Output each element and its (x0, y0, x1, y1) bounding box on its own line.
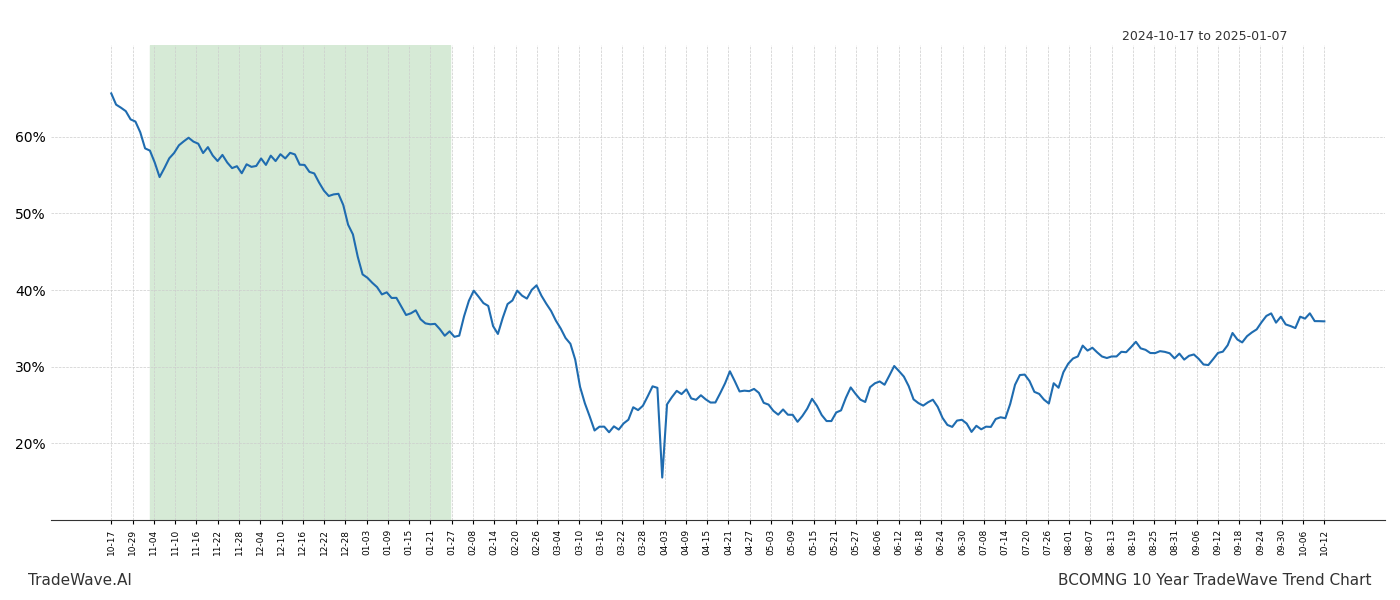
Text: BCOMNG 10 Year TradeWave Trend Chart: BCOMNG 10 Year TradeWave Trend Chart (1058, 573, 1372, 588)
Text: 2024-10-17 to 2025-01-07: 2024-10-17 to 2025-01-07 (1123, 30, 1288, 43)
Bar (150, 45, 449, 520)
Text: TradeWave.AI: TradeWave.AI (28, 573, 132, 588)
